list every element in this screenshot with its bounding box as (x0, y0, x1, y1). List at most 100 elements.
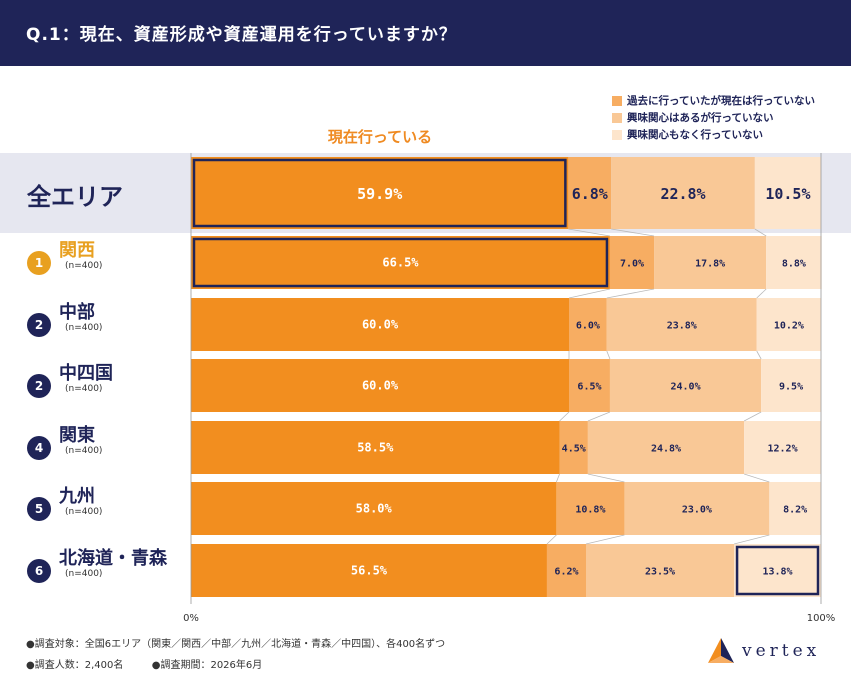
bar-value-label: 22.8% (660, 185, 705, 203)
row-sample-size: (n=400) (65, 322, 103, 333)
bar-segment-not-interested (756, 298, 821, 351)
row-label: 2 中四国 (n=400) (27, 362, 113, 398)
rank-badge: 6 (27, 558, 51, 583)
bar-segment-interested (587, 421, 745, 474)
segment-connector-line (611, 228, 655, 237)
bar-segment-current (191, 482, 557, 535)
row-name-group: 中部 (n=400) (59, 301, 103, 334)
bar-value-label: 23.0% (682, 505, 712, 516)
rank-badge: 5 (27, 496, 51, 521)
bar-segment-not-interested (761, 359, 821, 412)
bar-segment-past (559, 421, 588, 474)
bar-value-label: 6.0% (576, 321, 600, 332)
bar-value-label: 6.8% (572, 185, 608, 203)
legend-item-not-interested: 興味関心もなく行っていない (612, 126, 842, 143)
bar-value-label: 56.5% (351, 564, 388, 578)
bar-segment-current (191, 544, 547, 597)
bar-value-label: 10.8% (575, 505, 605, 516)
row-name: 中部 (59, 301, 95, 323)
header-bar: Q.1：現在、資産形成や資産運用を行っていますか？ (0, 0, 851, 66)
row-name: 関東 (59, 424, 95, 446)
bar-highlight-frame (735, 545, 820, 596)
segment-connector-line (756, 350, 762, 360)
bar-segment-current (191, 298, 569, 351)
logo-mark-icon (708, 638, 734, 663)
bar-segment-past (569, 298, 607, 351)
bar-value-label: 6.2% (554, 567, 578, 578)
page-title: Q.1：現在、資産形成や資産運用を行っていますか？ (26, 25, 457, 45)
legend-label-not-interested: 興味関心もなく行っていない (627, 129, 763, 141)
chart-legend: 過去に行っていたが現在は行っていない 興味関心はあるが行っていない 興味関心もな… (612, 92, 842, 143)
segment-connector-line (585, 534, 625, 545)
segment-connector-line (546, 534, 557, 545)
rank-badge: 1 (27, 250, 51, 275)
row-name: 全エリア (27, 183, 123, 211)
bar-segment-current (191, 157, 569, 229)
segment-connector-line (743, 411, 762, 422)
bar-segment-past (556, 482, 625, 535)
footer-survey-stats: ●調査人数：2,400名 ●調査期間：2026年6月 (26, 656, 262, 671)
segment-connector-line (587, 411, 611, 422)
legend-swatch-not-interested (612, 129, 622, 140)
bar-segment-current (191, 421, 560, 474)
bar-segment-interested (624, 482, 770, 535)
row-name-group: 関西 (n=400) (59, 240, 102, 272)
footer-survey-period: ●調査期間：2026年6月 (151, 660, 263, 671)
row-sample-size: (n=400) (65, 445, 103, 456)
bar-segment-current (191, 359, 569, 412)
segment-connector-line (606, 350, 611, 360)
bar-value-label: 8.8% (782, 259, 806, 270)
bar-value-label: 24.0% (670, 382, 700, 393)
legend-label-interested: 興味関心はあるが行っていない (627, 112, 774, 124)
bar-segment-not-interested (769, 482, 821, 535)
row-label: 6 北海道・青森 (n=400) (27, 547, 167, 583)
legend-item-interested: 興味関心はあるが行っていない (612, 109, 842, 126)
bar-value-label: 60.0% (362, 318, 399, 332)
segment-connector-line (744, 473, 770, 483)
segment-connector-line (568, 228, 611, 237)
segment-connector-line (556, 473, 560, 483)
bar-value-label: 12.2% (768, 444, 798, 455)
segment-connector-line (606, 288, 655, 299)
row-label: 1 関西 (n=400) (27, 240, 102, 275)
segment-connector-line (587, 473, 625, 483)
segment-connector-line (756, 288, 767, 299)
row-label: 全エリア (27, 177, 123, 212)
bar-segment-past (569, 359, 610, 412)
bar-value-label: 10.2% (774, 321, 804, 332)
bar-value-label: 66.5% (382, 256, 419, 270)
segment-connector-line (568, 288, 611, 299)
row-name-group: 関東 (n=400) (59, 424, 103, 457)
bar-value-label: 24.8% (651, 444, 681, 455)
rank-badge: 2 (27, 312, 51, 337)
bar-value-label: 8.2% (783, 505, 807, 516)
bar-segment-current (191, 236, 610, 289)
row-label: 4 関東 (n=400) (27, 424, 103, 460)
bar-segment-past (609, 236, 655, 289)
bar-segment-not-interested (766, 236, 822, 289)
bar-segment-not-interested (754, 157, 821, 229)
bar-value-label: 59.9% (357, 185, 402, 203)
bar-value-label: 58.0% (356, 502, 393, 516)
footer-survey-target: ●調査対象：全国6エリア（関東／関西／中部／九州／北海道・青森／中四国）、各40… (26, 639, 446, 650)
rank-badge: 2 (27, 373, 51, 398)
bar-value-label: 23.5% (645, 567, 675, 578)
row-sample-size: (n=400) (65, 506, 103, 517)
legend-item-past: 過去に行っていたが現在は行っていない (612, 92, 842, 109)
bar-segment-past (568, 157, 612, 229)
bar-segment-interested (654, 236, 767, 289)
row-name: 北海道・青森 (59, 547, 167, 569)
bar-value-label: 7.0% (620, 259, 644, 270)
row-name: 九州 (59, 485, 95, 507)
bar-value-label: 13.8% (762, 567, 792, 578)
row-name: 中四国 (59, 362, 113, 384)
bar-highlight-frame (192, 237, 609, 288)
row-sample-size: (n=400) (65, 383, 103, 394)
bar-segment-interested (611, 157, 755, 229)
bar-value-label: 17.8% (695, 259, 725, 270)
row-name-group: 中四国 (n=400) (59, 362, 113, 395)
legend-swatch-past (612, 95, 622, 106)
rank-badge: 4 (27, 435, 51, 460)
segment-connector-line (733, 534, 770, 545)
